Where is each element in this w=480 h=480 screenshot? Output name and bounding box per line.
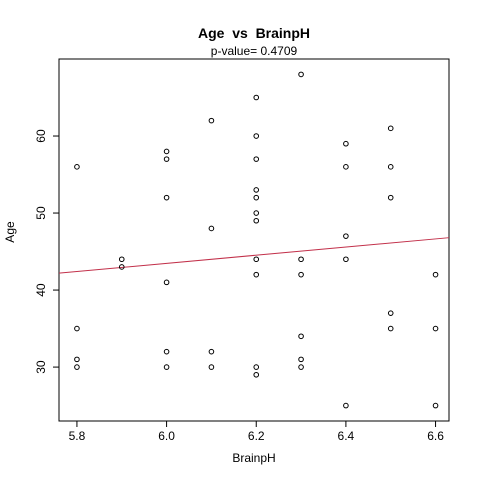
regression-line: [58, 237, 450, 274]
data-point: [253, 94, 260, 101]
data-point: [74, 164, 80, 170]
data-point: [387, 164, 394, 170]
data-point: [163, 148, 170, 155]
x-axis: 5.8 6.0 6.2 6.4 6.6: [69, 421, 444, 443]
data-point: [253, 210, 260, 216]
data-point: [163, 279, 170, 286]
data-point: [253, 156, 260, 162]
chart-title: Age vs BrainpH: [198, 25, 310, 41]
data-point: [253, 194, 260, 201]
y-tick-label: 30: [34, 360, 48, 374]
data-point: [343, 256, 349, 263]
data-point: [253, 217, 260, 224]
x-tick-label: 6.2: [248, 429, 265, 443]
data-point: [208, 348, 215, 355]
data-point: [298, 256, 304, 263]
data-point: [298, 271, 304, 278]
data-point: [253, 364, 260, 370]
x-tick-label: 6.0: [158, 429, 175, 443]
data-point: [208, 117, 215, 124]
data-point: [298, 333, 304, 340]
data-point: [253, 133, 260, 139]
data-point: [387, 194, 394, 201]
fit-line-layer: [58, 237, 450, 274]
data-point: [343, 140, 349, 147]
data-point: [253, 271, 260, 278]
data-point: [163, 348, 170, 355]
data-point: [208, 225, 215, 232]
data-point: [163, 364, 170, 370]
data-point: [74, 325, 80, 332]
data-point: [298, 71, 304, 78]
data-point: [253, 187, 260, 193]
plot-frame: [58, 58, 450, 422]
data-point: [74, 364, 80, 370]
points-layer: [74, 71, 439, 409]
x-axis-label: BrainpH: [232, 451, 275, 465]
x-tick-label: 5.8: [69, 429, 86, 443]
data-point: [387, 310, 394, 316]
data-point: [298, 364, 304, 370]
data-point: [432, 402, 439, 409]
data-point: [163, 194, 170, 201]
y-tick-label: 50: [34, 206, 48, 220]
data-point: [118, 256, 125, 263]
data-point: [253, 371, 260, 378]
y-tick-label: 40: [34, 283, 48, 297]
data-point: [298, 356, 304, 363]
data-point: [343, 402, 349, 409]
y-axis: 30 40 50 60: [34, 129, 59, 374]
data-point: [208, 364, 215, 370]
y-axis-label: Age: [3, 221, 17, 243]
chart-subtitle: p-value= 0.4709: [211, 44, 298, 58]
data-point: [118, 264, 125, 270]
data-point: [432, 325, 439, 332]
data-point: [432, 271, 439, 278]
data-point: [163, 156, 170, 162]
data-point: [387, 325, 394, 332]
data-point: [74, 356, 80, 363]
y-tick-label: 60: [34, 129, 48, 143]
x-tick-label: 6.4: [338, 429, 355, 443]
x-tick-label: 6.6: [427, 429, 444, 443]
data-point: [387, 125, 394, 132]
data-point: [253, 256, 260, 263]
data-point: [343, 164, 349, 170]
data-point: [343, 233, 349, 239]
